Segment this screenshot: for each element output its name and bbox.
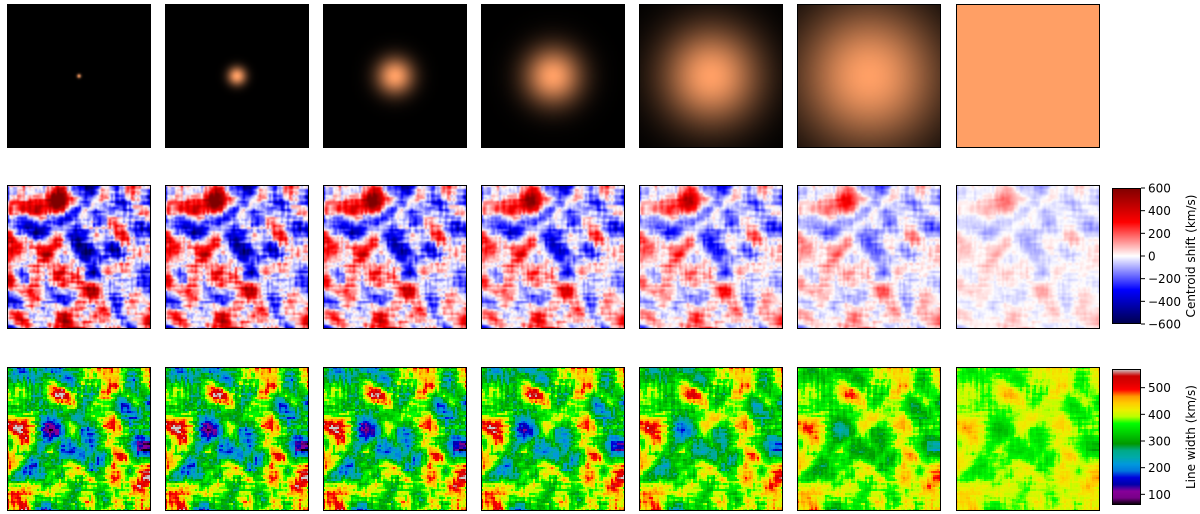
centroid-tick-label: 0 xyxy=(1148,250,1156,264)
psf-panel-frame xyxy=(956,4,1100,148)
centroid-colorbar-frame xyxy=(1112,188,1141,324)
centroid-panel xyxy=(481,185,625,329)
psf-panel-frame xyxy=(797,4,941,148)
linewidth-tick-label: 500 xyxy=(1148,381,1171,395)
psf-panel-frame xyxy=(7,4,151,148)
centroid-panel xyxy=(797,185,941,329)
psf-panel xyxy=(956,4,1100,148)
centroid-tick-label: 200 xyxy=(1148,227,1171,241)
psf-panel-frame xyxy=(639,4,783,148)
centroid-panel-frame xyxy=(956,185,1100,329)
linewidth-colorbar: 500 400 300 200 100 Line width (km/s) xyxy=(1112,369,1198,505)
centroid-panel xyxy=(956,185,1100,329)
linewidth-panel-frame xyxy=(797,367,941,511)
centroid-colorbar-ticks: 600 400 200 0 −200 −400 −600 xyxy=(1141,182,1181,332)
linewidth-panel-frame xyxy=(481,367,625,511)
linewidth-panel xyxy=(481,367,625,511)
centroid-row xyxy=(7,185,1100,329)
linewidth-panel xyxy=(7,367,151,511)
centroid-tick-label: 600 xyxy=(1148,182,1171,196)
centroid-panel-frame xyxy=(165,185,309,329)
psf-panel xyxy=(7,4,151,148)
linewidth-panel-frame xyxy=(7,367,151,511)
psf-panel xyxy=(165,4,309,148)
centroid-panel xyxy=(639,185,783,329)
linewidth-tick-label: 300 xyxy=(1148,435,1171,449)
centroid-panel-frame xyxy=(7,185,151,329)
centroid-panel-frame xyxy=(639,185,783,329)
centroid-panel-frame xyxy=(797,185,941,329)
centroid-tick-label: −600 xyxy=(1148,318,1181,332)
psf-panel-frame xyxy=(165,4,309,148)
linewidth-tick-label: 400 xyxy=(1148,408,1171,422)
linewidth-colorbar-label: Line width (km/s) xyxy=(1184,385,1198,489)
linewidth-panel xyxy=(165,367,309,511)
linewidth-colorbar-frame xyxy=(1112,369,1141,505)
centroid-panel xyxy=(7,185,151,329)
centroid-colorbar-label: Centroid shift (km/s) xyxy=(1184,195,1198,318)
psf-panel xyxy=(481,4,625,148)
centroid-colorbar-gradient xyxy=(1112,188,1141,324)
linewidth-colorbar-ticks: 500 400 300 200 100 xyxy=(1141,381,1171,502)
centroid-tick-label: −400 xyxy=(1148,295,1181,309)
linewidth-panel xyxy=(323,367,467,511)
linewidth-colorbar-gradient xyxy=(1112,369,1141,505)
linewidth-panel-frame xyxy=(639,367,783,511)
linewidth-panel-frame xyxy=(165,367,309,511)
centroid-tick-label: 400 xyxy=(1148,204,1171,218)
centroid-panel xyxy=(165,185,309,329)
psf-row xyxy=(7,4,1100,148)
linewidth-row xyxy=(7,367,1100,511)
linewidth-panel xyxy=(797,367,941,511)
centroid-colorbar: 600 400 200 0 −200 −400 −600 Centroid shift (k… xyxy=(1112,182,1198,332)
centroid-panel-frame xyxy=(481,185,625,329)
linewidth-panel xyxy=(639,367,783,511)
psf-panel-frame xyxy=(323,4,467,148)
linewidth-panel xyxy=(956,367,1100,511)
psf-panel xyxy=(797,4,941,148)
psf-panel xyxy=(323,4,467,148)
centroid-panel-frame xyxy=(323,185,467,329)
centroid-tick-label: −200 xyxy=(1148,272,1181,286)
psf-panel xyxy=(639,4,783,148)
linewidth-panel-frame xyxy=(956,367,1100,511)
psf-panel-frame xyxy=(481,4,625,148)
centroid-panel xyxy=(323,185,467,329)
linewidth-tick-label: 200 xyxy=(1148,461,1171,475)
linewidth-tick-label: 100 xyxy=(1148,488,1171,502)
linewidth-panel-frame xyxy=(323,367,467,511)
